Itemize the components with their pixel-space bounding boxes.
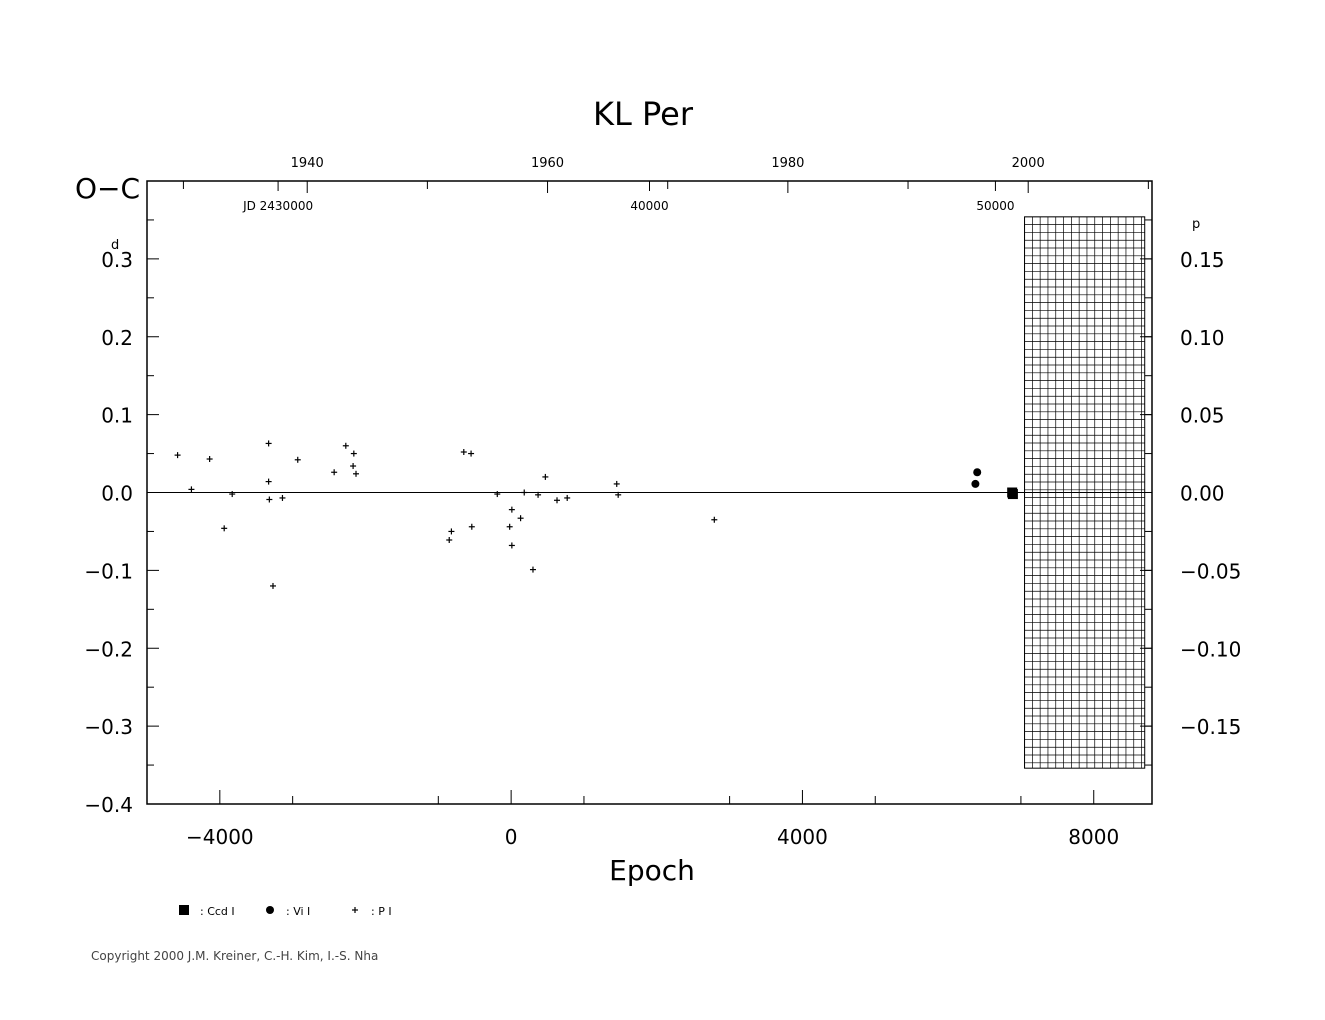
y-unit-label: d [111,238,119,253]
legend: : Ccd I : Vi I : P I [179,905,392,918]
data-point-photographic [269,582,276,589]
data-point-photographic [279,494,286,501]
legend-label: : Ccd I [200,905,235,918]
data-point-photographic [535,491,542,498]
bottom-x-axis: −4000 0 4000 8000 [146,790,1119,849]
data-point-visual [266,906,274,914]
data-point-photographic [294,456,301,463]
data-point-photographic [265,440,272,447]
data-point-photographic [494,491,501,498]
y-tick-label: −0.4 [84,793,133,817]
jd-tick-label: JD 2430000 [242,199,313,213]
data-point-photographic [615,491,622,498]
data-point-visual [971,479,980,488]
data-point-photographic [342,442,349,449]
x-axis-label: Epoch [609,854,695,887]
x-tick-label: 4000 [777,825,828,849]
x-tick-label: 8000 [1068,825,1119,849]
data-point-photographic [266,496,273,503]
data-point-photographic [517,515,524,522]
top-year-axis: 1940 1960 1980 2000 [182,156,1149,193]
y2-tick-label: −0.15 [1180,715,1241,739]
jd-tick-label: 50000 [976,199,1014,213]
data-point-photographic [353,470,360,477]
left-y-axis: 0.3 0.2 0.1 0.0 −0.1 −0.2 −0.3 −0.4 [84,219,159,817]
data-point-photographic [468,523,475,530]
y2-tick-label: −0.05 [1180,559,1241,583]
data-point-photographic [506,523,513,530]
y-tick-label: 0.1 [101,404,133,428]
y-tick-label: −0.1 [84,559,133,583]
data-point-photographic [521,489,528,496]
y-tick-label: 0.2 [101,326,133,350]
data-point-ccd [1007,489,1018,500]
data-point-photographic [448,528,455,535]
data-point-photographic [188,486,195,493]
data-point-photographic [206,456,213,463]
right-y-axis: 0.15 0.10 0.05 0.00 −0.05 −0.10 −0.15 [1140,219,1241,766]
legend-label: : Vi I [286,905,310,918]
copyright-text: Copyright 2000 J.M. Kreiner, C.-H. Kim, … [91,949,378,963]
data-point-photographic [554,497,561,504]
year-tick-label: 1940 [291,156,324,171]
data-point-photographic [460,449,467,456]
chart-title: KL Per [593,95,694,133]
data-point-photographic [613,480,620,487]
data-point-photographic [350,463,357,470]
data-point-photographic [331,469,338,476]
data-point-photographic [446,537,453,544]
y-tick-label: 0.0 [101,482,133,506]
data-point-photographic [508,506,515,513]
data-point-photographic [350,450,357,457]
x-tick-label: 0 [505,825,518,849]
data-point-photographic [468,450,475,457]
y2-unit-label: p [1192,217,1200,232]
y-tick-label: 0.3 [101,248,133,272]
year-tick-label: 2000 [1012,156,1045,171]
data-point-photographic [529,566,536,573]
data-point-photographic [265,478,272,485]
y-axis-label: O−C [75,172,140,205]
data-point-photographic [564,494,571,501]
data-point-photographic [221,525,228,532]
data-point-visual [973,468,982,477]
data-point-photographic [508,542,515,549]
y2-tick-label: 0.00 [1180,482,1225,506]
data-point-photographic [229,491,236,498]
y-tick-label: −0.2 [84,637,133,661]
y2-tick-label: 0.05 [1180,404,1225,428]
jd-tick-label: 40000 [630,199,668,213]
year-tick-label: 1980 [771,156,804,171]
data-point-photographic [711,516,718,523]
y2-tick-label: 0.10 [1180,326,1225,350]
data-point-photographic [352,907,358,913]
jd-axis: JD 2430000 40000 50000 [242,181,1015,213]
data-point-photographic [542,473,549,480]
data-points [174,440,1018,589]
y2-tick-label: 0.15 [1180,248,1225,272]
legend-label: : P I [371,905,392,918]
y-tick-label: −0.3 [84,715,133,739]
data-point-photographic [174,452,181,459]
year-tick-label: 1960 [531,156,564,171]
data-point-ccd [179,905,189,915]
y2-tick-label: −0.10 [1180,637,1241,661]
x-tick-label: −4000 [186,825,254,849]
